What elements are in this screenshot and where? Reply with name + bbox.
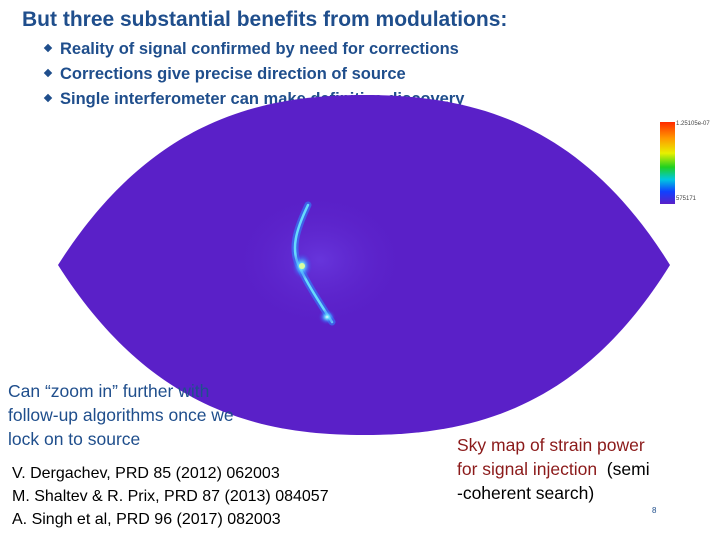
reference-item: A. Singh et al, PRD 96 (2017) 082003 [12, 511, 281, 528]
reference-item: V. Dergachev, PRD 85 (2012) 062003 [12, 465, 280, 482]
benefit-text: Corrections give precise direction of so… [60, 65, 406, 83]
caption-line: -coherent search) [457, 483, 595, 503]
reference-item: M. Shaltev & R. Prix, PRD 87 (2013) 0840… [12, 488, 329, 505]
zoom-in-note: Can “zoom in” further with follow-up alg… [8, 381, 234, 449]
colorbar-min-label: 575171 [676, 196, 697, 202]
page-number: 8 [652, 506, 657, 515]
colorbar [660, 122, 675, 204]
colorbar-max-label: 1.25105e-07 [676, 121, 710, 127]
caption-line-red: for signal injection [457, 459, 598, 479]
benefit-item: Corrections give precise direction of so… [43, 65, 464, 90]
sky-map-background-glow [230, 190, 410, 330]
benefit-text: Reality of signal confirmed by need for … [60, 40, 459, 58]
sky-map-caption: Sky map of strain power for signal injec… [457, 433, 650, 505]
benefit-item: Reality of signal confirmed by need for … [43, 40, 464, 65]
caption-line-black: (semi [597, 459, 650, 479]
slide-title: But three substantial benefits from modu… [22, 8, 508, 31]
caption-line: for signal injection (semi [457, 457, 650, 481]
references: V. Dergachev, PRD 85 (2012) 062003 M. Sh… [12, 462, 329, 531]
signal-secondary-peak [318, 309, 336, 325]
caption-line: Sky map of strain power [457, 435, 645, 455]
injection-marker [299, 263, 305, 269]
